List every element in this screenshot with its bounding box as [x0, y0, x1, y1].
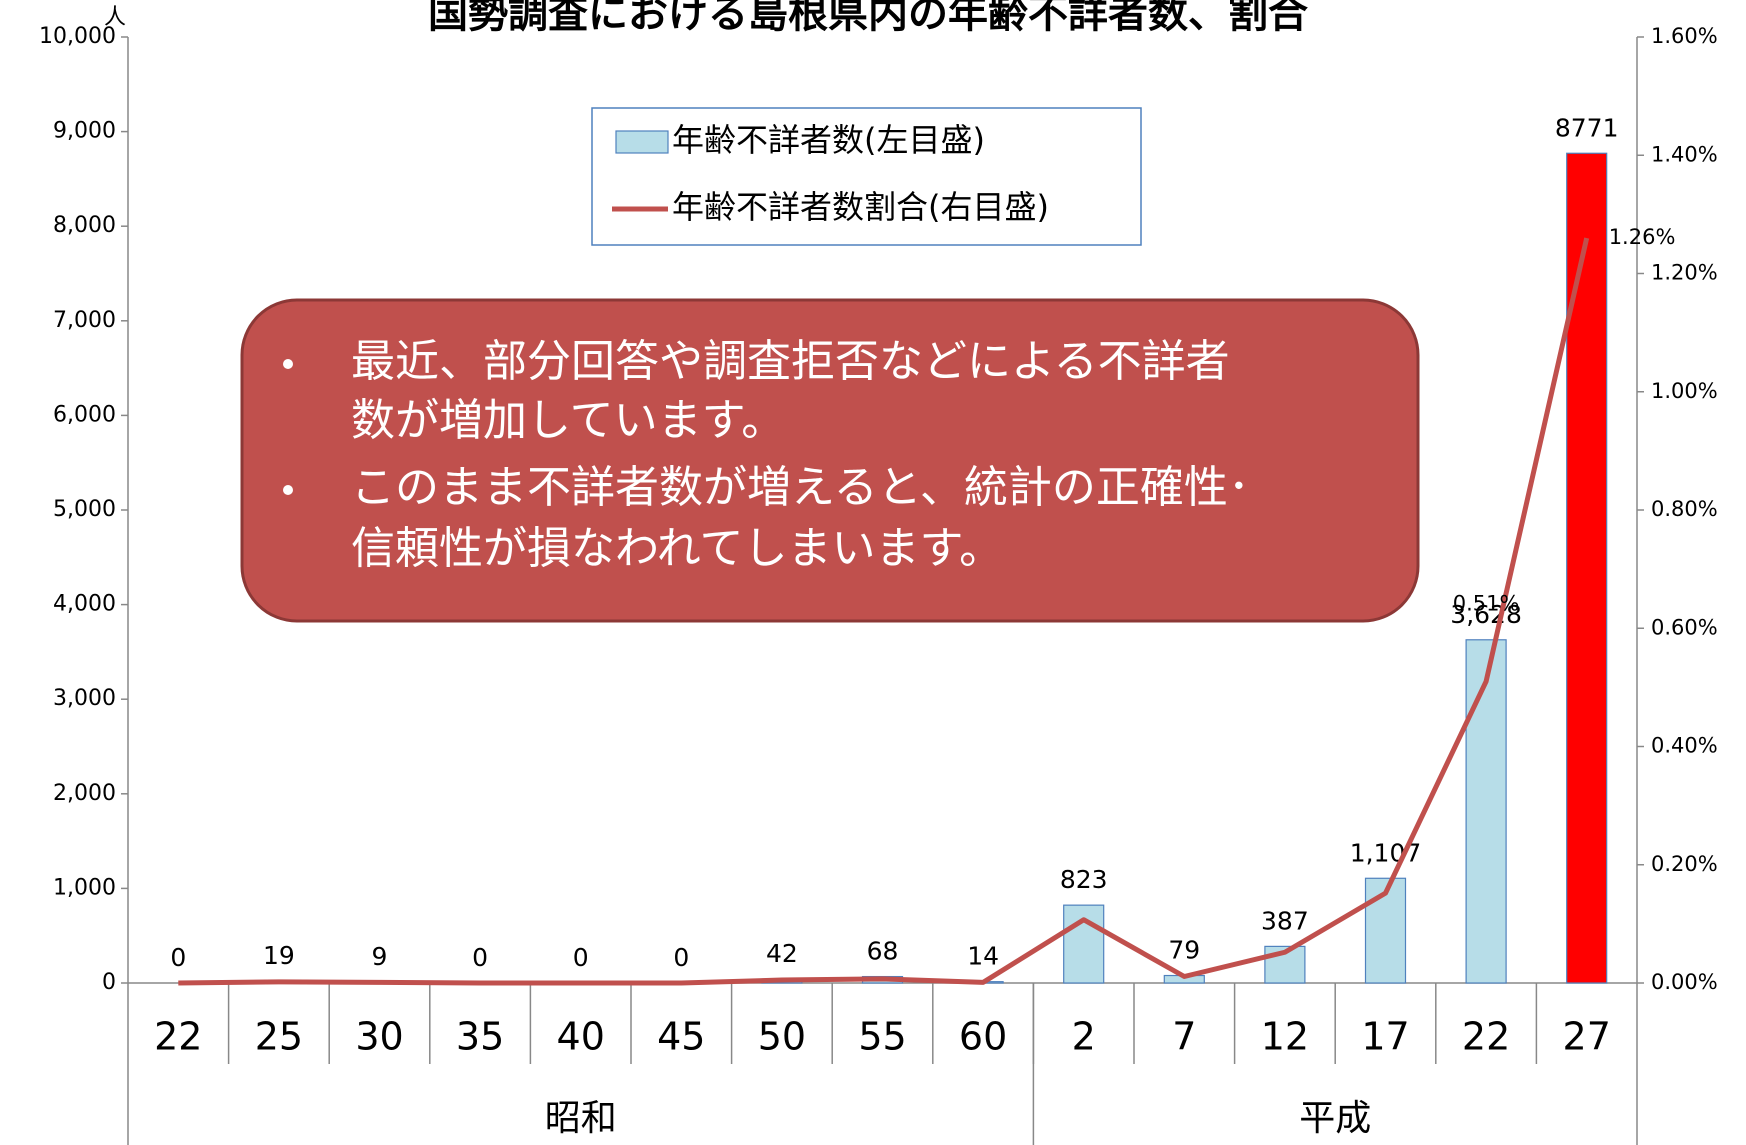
y-tick-label: 10,000 [39, 24, 116, 49]
bar-value-label: 0 [573, 943, 589, 972]
bar-value-label: 823 [1060, 865, 1108, 894]
line-value-label: 0.51% [1453, 591, 1520, 615]
bar-value-label: 387 [1261, 906, 1309, 935]
line-value-label: 1.26% [1609, 225, 1676, 249]
x-tick-label: 25 [255, 1015, 303, 1059]
x-tick-label: 22 [1462, 1015, 1510, 1059]
bar-value-label: 19 [263, 941, 295, 970]
x-tick-label: 7 [1172, 1015, 1196, 1059]
bar-value-label: 9 [372, 942, 388, 971]
callout-text: 信頼性が損なわれてしまいます。 [351, 523, 1003, 574]
x-tick-label: 22 [154, 1015, 202, 1059]
y2-tick-label: 0.80% [1651, 497, 1718, 521]
legend-swatch [615, 130, 669, 154]
y-tick-label: 6,000 [53, 402, 116, 427]
y-tick-label: 2,000 [53, 781, 116, 806]
bar [1566, 152, 1608, 984]
bar-value-label: 0 [170, 943, 186, 972]
group-label: 昭和 [545, 1098, 617, 1139]
y-tick-label: 4,000 [53, 592, 116, 617]
y-tick-label: 7,000 [53, 308, 116, 333]
chart-title: 国勢調査における島根県内の年齢不詳者数、割合 [428, 0, 1308, 37]
y-tick-label: 1,000 [53, 875, 116, 900]
y-tick-label: 3,000 [53, 686, 116, 711]
callout-text: このまま不詳者数が増えると、統計の正確性･ [351, 462, 1250, 513]
bar-value-label: 0 [673, 943, 689, 972]
x-tick-label: 45 [657, 1015, 705, 1059]
y-tick-label: 5,000 [53, 497, 116, 522]
y2-tick-label: 0.40% [1651, 734, 1718, 758]
x-tick-label: 27 [1563, 1015, 1611, 1059]
bar-value-label: 8771 [1555, 113, 1619, 142]
y2-tick-label: 1.20% [1651, 261, 1718, 285]
y2-tick-label: 1.00% [1651, 379, 1718, 403]
x-tick-label: 60 [959, 1015, 1007, 1059]
callout-box [240, 298, 1420, 623]
y2-tick-label: 0.20% [1651, 852, 1718, 876]
bullet [283, 485, 293, 495]
group-label: 平成 [1299, 1098, 1371, 1139]
x-tick-label: 12 [1261, 1015, 1309, 1059]
line [178, 237, 1590, 986]
bar-value-label: 79 [1168, 936, 1200, 965]
x-tick-label: 55 [858, 1015, 906, 1059]
y-tick-label: 8,000 [53, 213, 116, 238]
y2-tick-label: 0.00% [1651, 970, 1718, 994]
x-tick-label: 2 [1072, 1015, 1096, 1059]
y2-tick-label: 1.60% [1651, 24, 1718, 48]
bar [1063, 904, 1105, 984]
legend-label: 年齢不詳者数(左目盛) [672, 121, 985, 159]
y-tick-label: 9,000 [53, 119, 116, 144]
x-tick-label: 50 [758, 1015, 806, 1059]
x-tick-label: 40 [557, 1015, 605, 1059]
bar-value-label: 14 [967, 942, 999, 971]
callout-text: 最近、部分回答や調査拒否などによる不詳者 [351, 336, 1230, 387]
y2-tick-label: 0.60% [1651, 615, 1718, 639]
bar-value-label: 68 [867, 937, 899, 966]
bar [1465, 639, 1507, 984]
bar-value-label: 42 [766, 939, 798, 968]
x-tick-label: 30 [355, 1015, 403, 1059]
bar-value-label: 3,628 [1450, 600, 1522, 629]
bar-value-label: 0 [472, 943, 488, 972]
legend-box [591, 107, 1142, 246]
y-tick-label: 0 [102, 970, 116, 995]
legend-label: 年齢不詳者数割合(右目盛) [672, 188, 1049, 226]
y-unit: 人 [104, 5, 126, 30]
x-tick-label: 35 [456, 1015, 504, 1059]
x-tick-label: 17 [1361, 1015, 1409, 1059]
bullet [283, 359, 293, 369]
callout-text: 数が増加しています。 [351, 395, 785, 446]
y2-tick-label: 1.40% [1651, 142, 1718, 166]
